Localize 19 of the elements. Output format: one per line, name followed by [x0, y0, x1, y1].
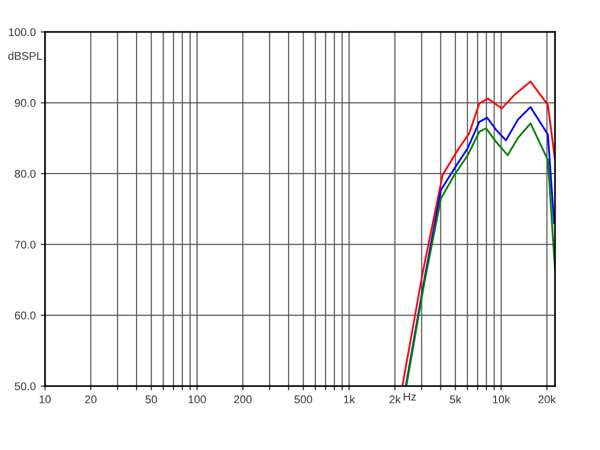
x-tick-label: 2k — [390, 395, 401, 404]
y-tick-label: 80.0 — [14, 170, 36, 178]
y-tick-label: 100.0 — [9, 28, 36, 36]
y-tick-label: 60.0 — [14, 312, 36, 320]
y-tick-label: 50.0 — [14, 382, 36, 390]
x-tick-label: 100 — [188, 395, 206, 404]
x-axis-title: Hz — [404, 392, 416, 401]
x-tick-label: 1k — [344, 395, 355, 404]
x-tick-label: 20 — [85, 395, 97, 404]
x-tick-label: 200 — [234, 395, 252, 404]
x-tick-label: 500 — [294, 395, 312, 404]
y-tick-label: 90.0 — [14, 99, 36, 107]
x-tick-label: 5k — [450, 395, 462, 404]
y-axis-title: dBSPL — [8, 52, 42, 60]
x-tick-label: 50 — [146, 395, 158, 404]
x-tick-label: 20k — [538, 395, 556, 404]
x-tick-label: 10 — [40, 395, 51, 404]
y-tick-label: 70.0 — [14, 240, 36, 249]
x-tick-label: 10k — [493, 395, 510, 404]
